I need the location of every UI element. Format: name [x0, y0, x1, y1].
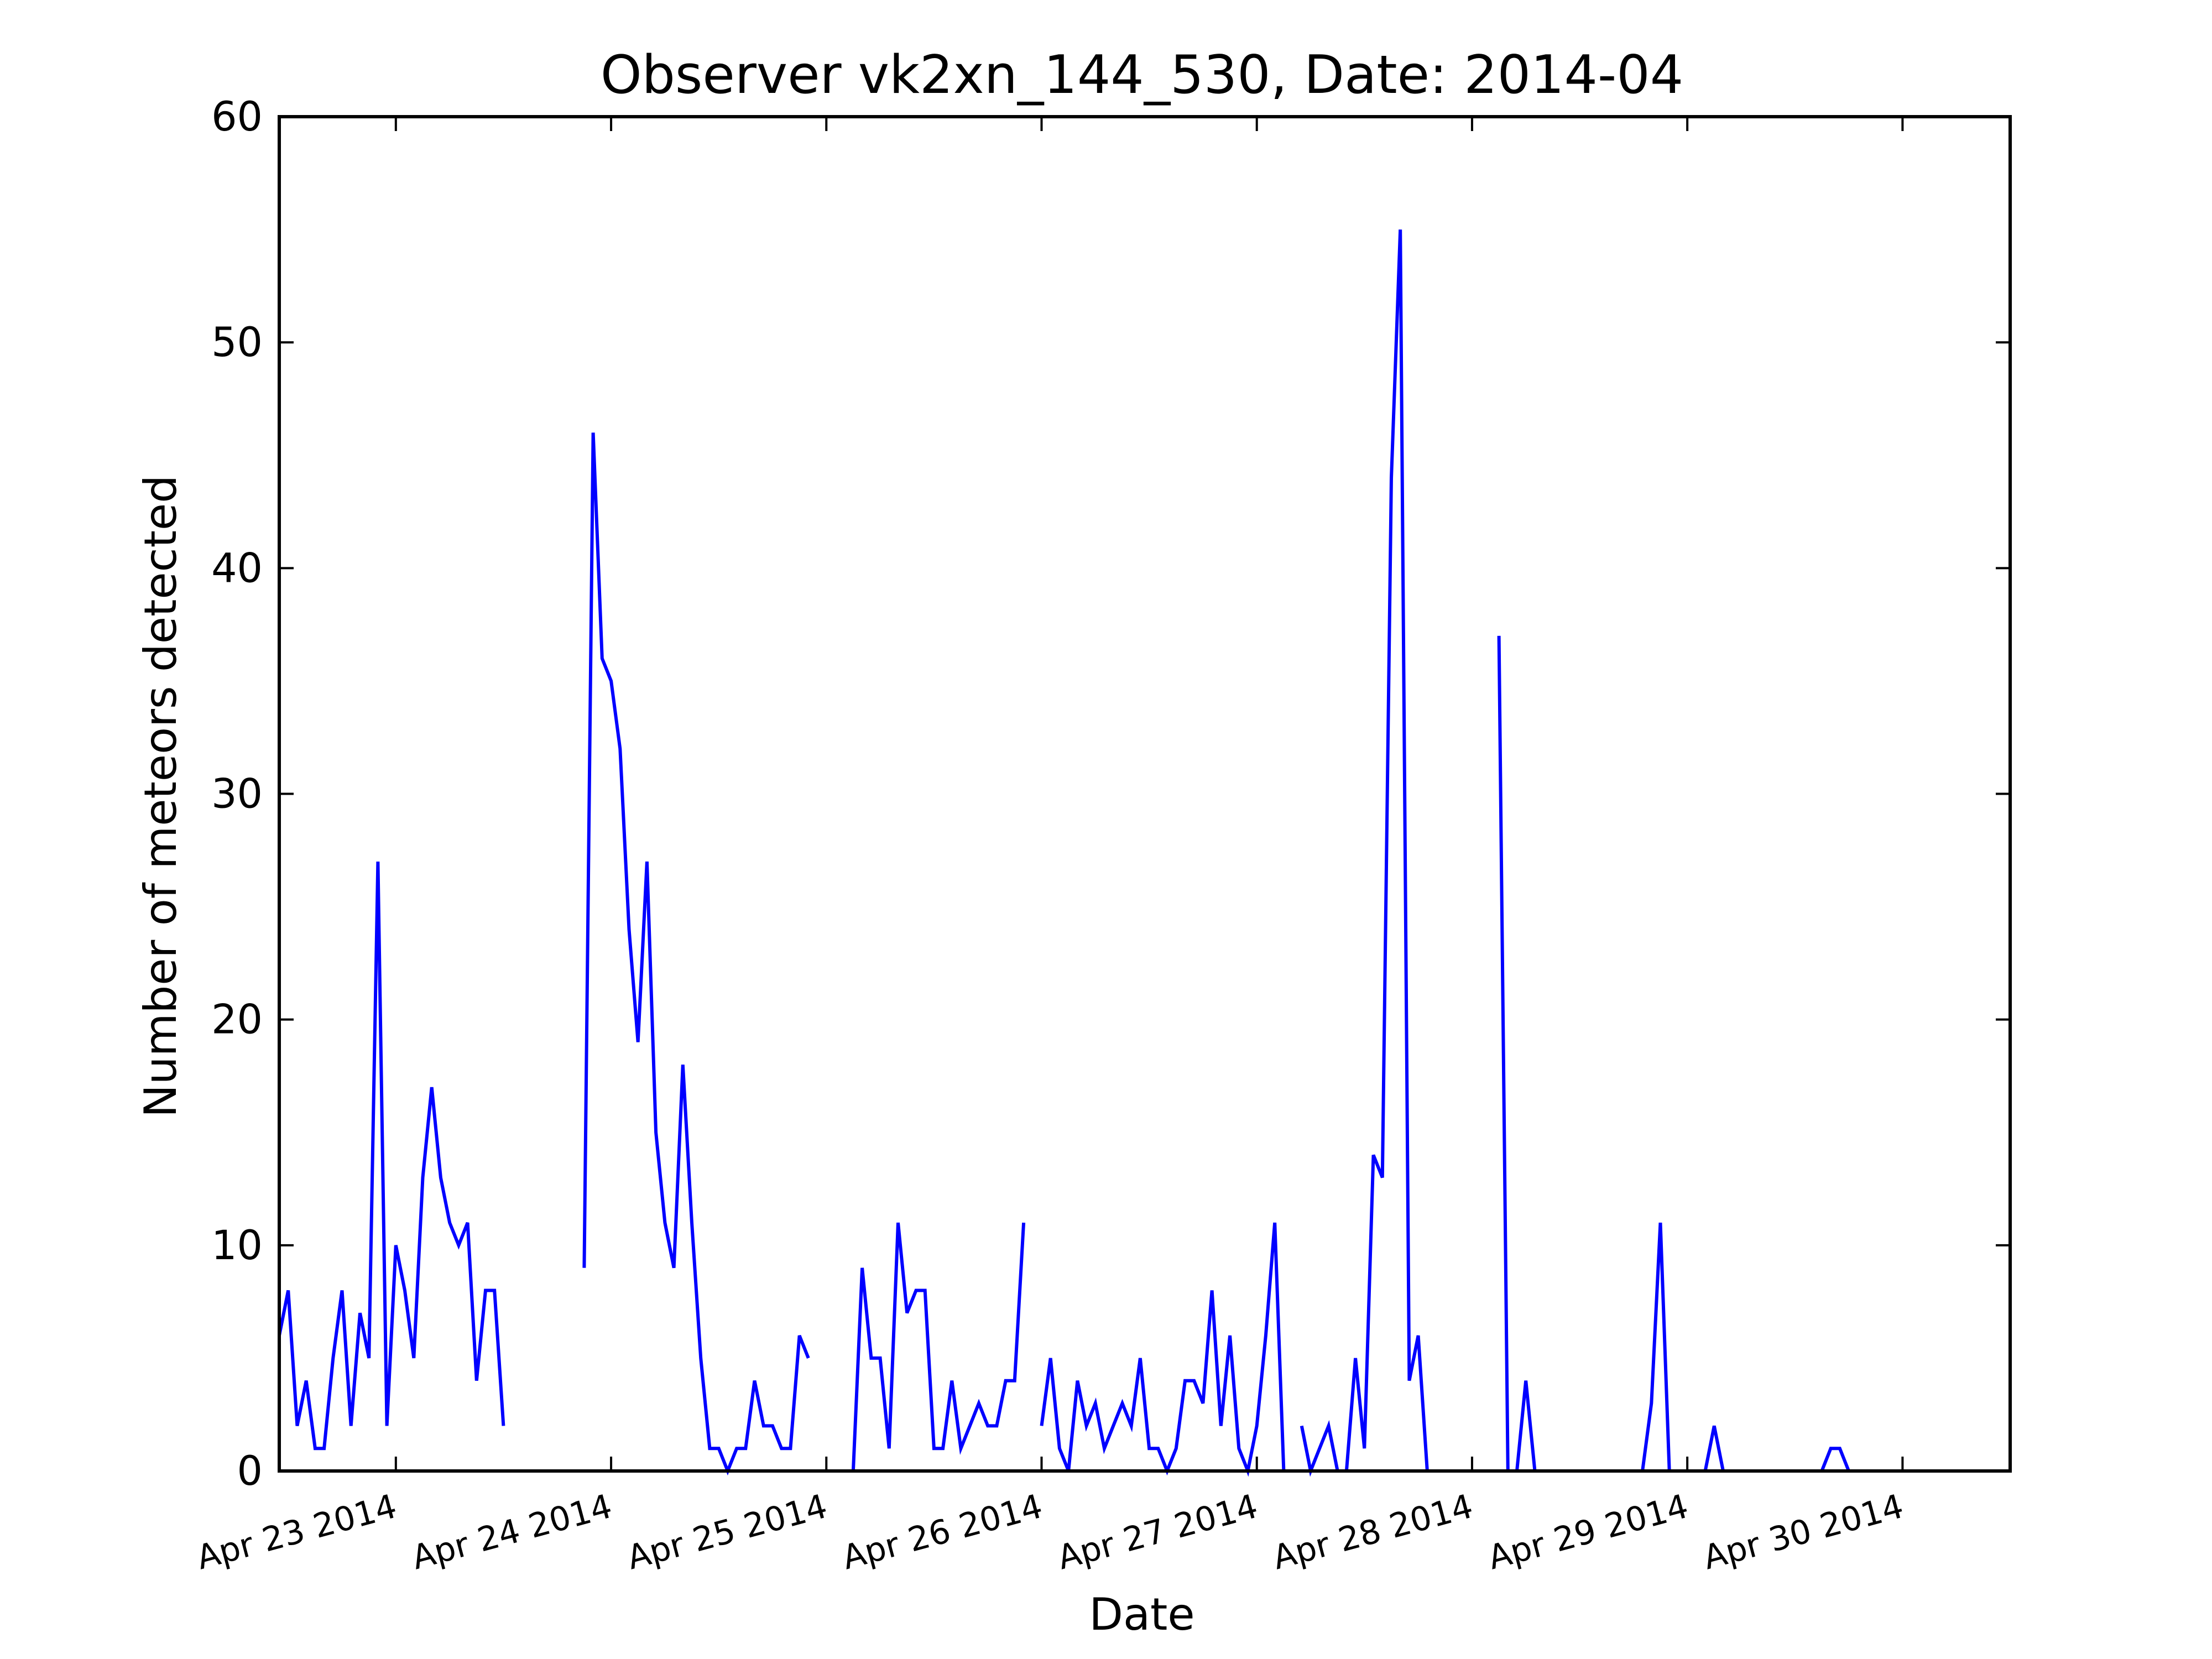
series-line-segment [1040, 1222, 1286, 1477]
y-axis: 0 10 20 30 40 50 60 [211, 93, 2010, 1495]
series-line-segment [582, 432, 810, 1476]
y-tick-label: 20 [211, 997, 263, 1044]
chart-title: Observer vk2xn_144_530, Date: 2014-04 [601, 45, 1683, 106]
series-line-segment [1300, 229, 1429, 1477]
y-tick-label: 0 [237, 1448, 263, 1495]
y-tick-label: 30 [211, 771, 263, 818]
y-tick-label: 40 [211, 545, 263, 592]
series-line-segment [278, 861, 505, 1451]
series-line-segment [851, 1222, 1026, 1472]
y-axis-label: Number of meteors detected [135, 475, 186, 1118]
y-tick-label: 50 [211, 319, 263, 366]
y-tick-label: 60 [211, 93, 263, 140]
y-tick-label: 10 [211, 1222, 263, 1269]
x-axis-label: Date [1089, 1589, 1194, 1640]
